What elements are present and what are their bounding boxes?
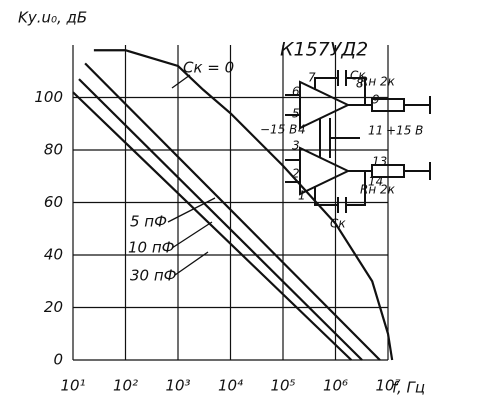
circuit-label: −15 В (260, 123, 297, 137)
y-tick-label: 0 (53, 351, 63, 369)
circuit-label: Rн 2к (360, 75, 396, 89)
circuit-label: 6 (292, 85, 300, 99)
circuit-label: +15 В (386, 124, 423, 138)
circuit-label: Rн 2к (360, 183, 396, 197)
wire (348, 162, 431, 180)
circuit-label: 14 (368, 175, 383, 189)
series-label: Cк = 0 (183, 59, 234, 77)
line (78, 78, 363, 361)
x-axis-label: f, Гц (392, 379, 425, 397)
inset-title: К157УД2 (280, 39, 368, 61)
x-tick-label: 10⁴ (218, 377, 243, 395)
y-tick-label: 60 (44, 193, 63, 211)
circuit-label: 3 (292, 139, 300, 153)
wire (285, 94, 360, 183)
circuit-label: 5 (292, 107, 300, 121)
leader-line (171, 221, 213, 249)
leader-line (167, 197, 216, 223)
leader-line (171, 74, 191, 89)
series-label: 30 пФ (130, 267, 177, 285)
series-label: 10 пФ (128, 239, 175, 257)
circuit-label: Cк (330, 217, 346, 231)
circuit-label: Cк (350, 69, 366, 83)
x-tick-label: 10⁵ (270, 377, 295, 395)
capacitor (314, 70, 366, 105)
circuit-label: 1 (298, 189, 306, 203)
x-tick-label: 10¹ (60, 377, 85, 395)
series-label: 5 пФ (130, 213, 167, 231)
wire (348, 96, 431, 114)
y-tick-label: 100 (34, 88, 63, 106)
circuit-label: 4 (298, 123, 306, 137)
op-amp (299, 146, 351, 196)
line (72, 91, 353, 361)
line (84, 62, 381, 361)
y-tick-label: 20 (44, 298, 63, 316)
circuit-label: 7 (308, 71, 316, 85)
leader-line (174, 251, 209, 276)
x-tick-label: 10⁶ (323, 377, 348, 395)
circuit-label: 9 (372, 93, 380, 107)
x-tick-label: 10² (113, 377, 138, 395)
circuit-label: 8 (356, 77, 364, 91)
line (93, 49, 394, 361)
x-tick-label: 10⁷ (375, 377, 400, 395)
y-tick-label: 40 (44, 246, 63, 264)
x-tick-label: 10³ (165, 377, 190, 395)
circuit-label: 13 (372, 155, 387, 169)
capacitor (314, 171, 366, 213)
circuit-label: 11 (368, 124, 383, 138)
op-amp (299, 80, 351, 130)
y-tick-label: 80 (44, 141, 63, 159)
y-axis-label: Kу.u₀, дБ (18, 9, 87, 27)
circuit-label: 2 (292, 167, 300, 181)
